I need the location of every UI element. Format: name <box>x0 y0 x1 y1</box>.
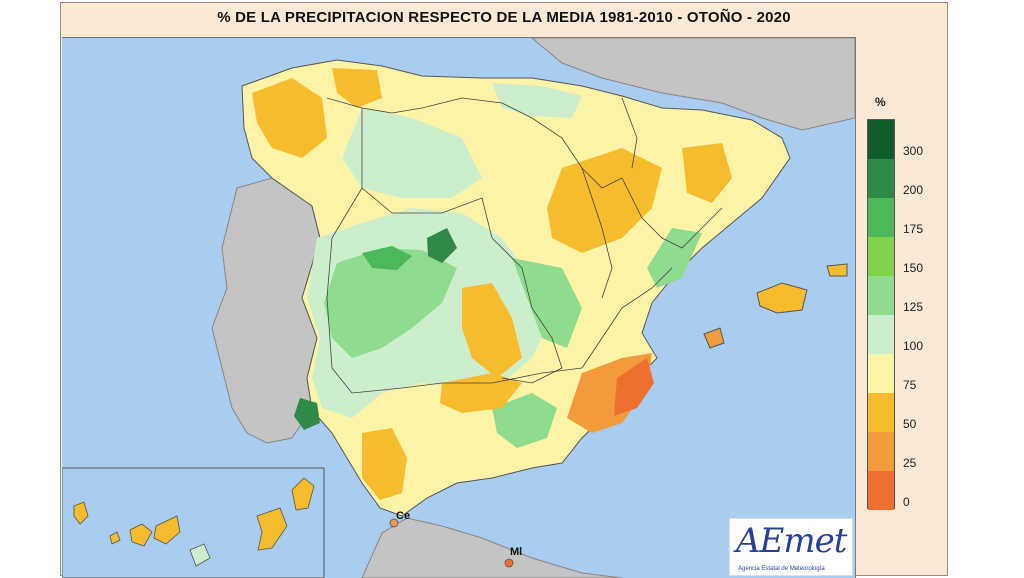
legend-label-25: 25 <box>903 456 917 470</box>
legend-label-300: 300 <box>903 144 924 158</box>
map-legend: % 300 200 175 150 125 100 75 50 25 0 <box>859 37 947 575</box>
africa-land <box>361 517 623 578</box>
melilla-label: Ml <box>510 546 523 558</box>
legend-swatch-50 <box>868 393 894 432</box>
green-zone-175 <box>362 246 412 270</box>
green-zone-catalonia <box>647 228 702 288</box>
green-zone-200 <box>427 228 457 263</box>
legend-swatch-150 <box>868 237 894 276</box>
legend-swatch-300 <box>868 120 894 159</box>
green-zone-north <box>342 108 482 198</box>
legend-swatch-200 <box>868 159 894 198</box>
aemet-logo: AEmet Agencia Estatal de Meteorología <box>729 518 853 576</box>
legend-unit: % <box>875 95 886 109</box>
legend-label-125: 125 <box>903 300 924 314</box>
legend-label-150: 150 <box>903 261 924 275</box>
orange-zone-galicia <box>252 78 327 158</box>
map-svg <box>62 38 855 578</box>
france-land <box>531 38 855 131</box>
orange-zone-asturias <box>332 68 382 108</box>
legend-swatch-25 <box>868 432 894 471</box>
aemet-logo-word: AEmet <box>736 521 847 561</box>
legend-swatch-175 <box>868 198 894 237</box>
canary-islands <box>73 477 315 567</box>
orange-zone-catalonia <box>682 143 732 203</box>
legend-swatch-75 <box>868 354 894 393</box>
map-title: % DE LA PRECIPITACION RESPECTO DE LA MED… <box>217 9 791 26</box>
legend-swatch-125 <box>868 276 894 315</box>
legend-label-100: 100 <box>903 339 924 353</box>
red-zone-coast <box>614 358 654 416</box>
legend-swatch-100 <box>868 315 894 354</box>
green-zone-east <box>512 258 582 348</box>
green-zone-south <box>492 393 557 448</box>
mallorca-island <box>756 282 808 314</box>
orange-zone-andalucia <box>362 428 407 500</box>
aemet-logo-subtitle: Agencia Estatal de Meteorología <box>738 566 825 572</box>
green-zone-125 <box>324 248 457 358</box>
region-borders <box>326 97 723 394</box>
orange-zone-ebro <box>547 148 662 253</box>
legend-label-200: 200 <box>903 183 924 197</box>
map-frame: % DE LA PRECIPITACION RESPECTO DE LA MED… <box>60 2 948 578</box>
ibiza-island <box>703 327 725 349</box>
precipitation-map: Ce Ml AEmet Agencia Estatal de Meteorolo… <box>62 37 856 578</box>
legend-label-0: 0 <box>903 495 910 509</box>
menorca-island <box>826 263 848 277</box>
legend-swatch-0 <box>868 471 894 510</box>
orange-zone-mancha <box>462 283 522 378</box>
legend-label-50: 50 <box>903 417 917 431</box>
ceuta-label: Ce <box>396 510 411 522</box>
melilla-marker <box>504 558 514 568</box>
ceuta-marker <box>389 518 399 528</box>
green-zone-southwest <box>294 398 320 430</box>
legend-color-bar <box>867 119 895 510</box>
legend-label-175: 175 <box>903 222 924 236</box>
legend-label-75: 75 <box>903 378 917 392</box>
